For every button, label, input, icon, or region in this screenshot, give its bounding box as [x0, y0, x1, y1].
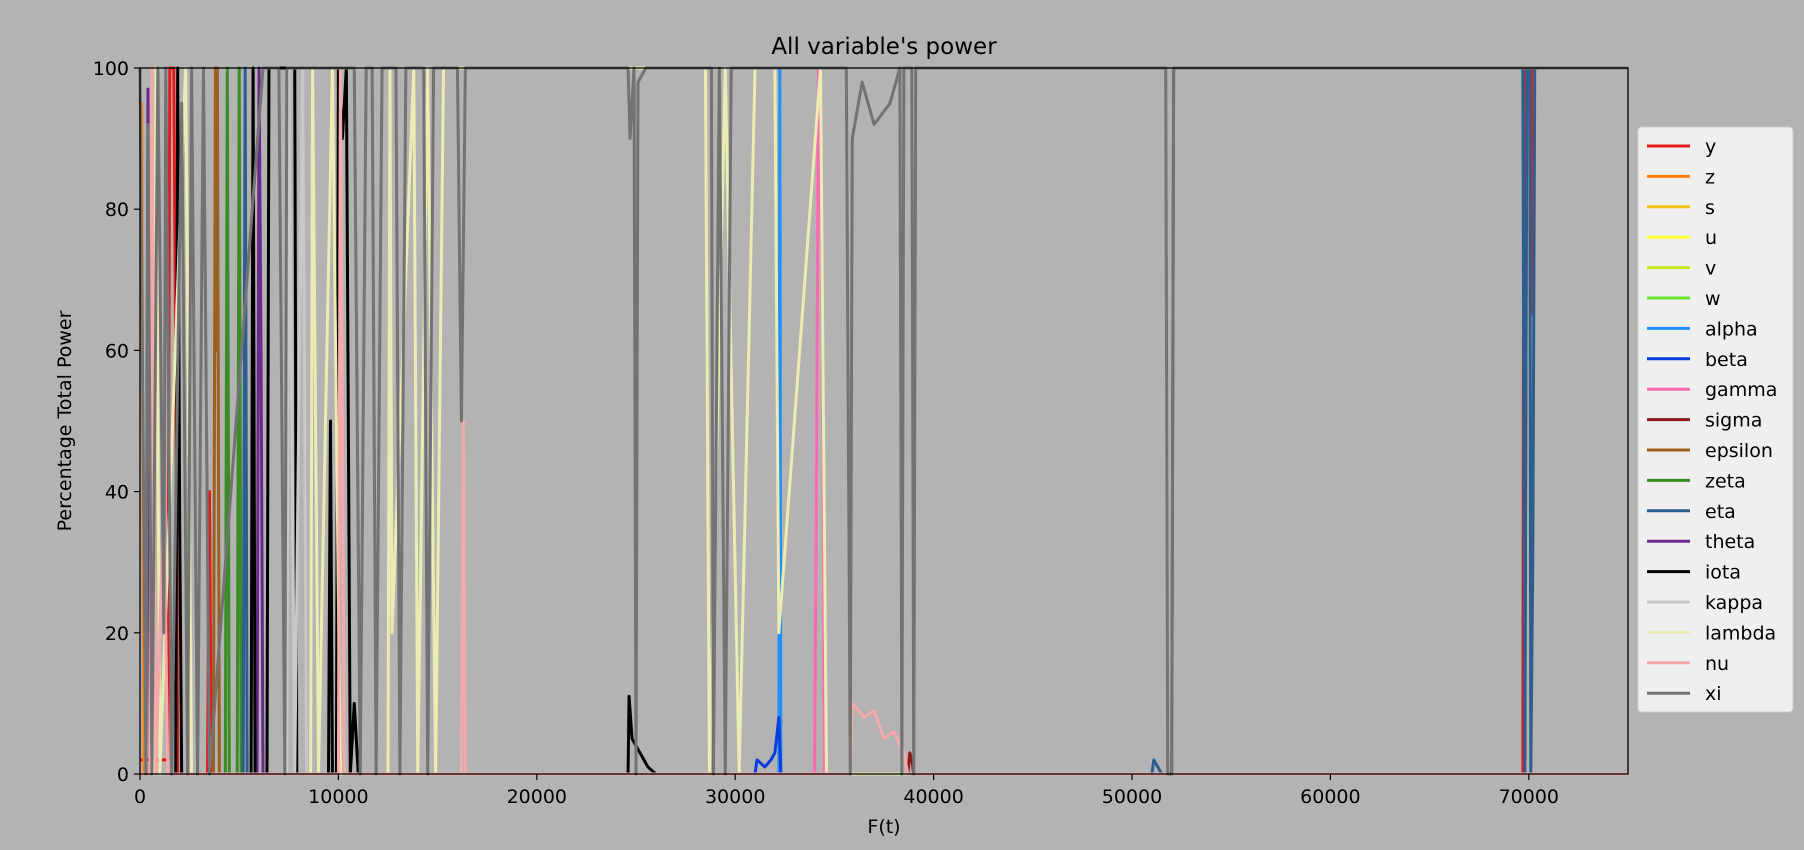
series-line-beta [140, 716, 1628, 776]
legend-label-xi: xi [1705, 683, 1722, 705]
x-tick-label: 50000 [1102, 786, 1162, 808]
legend-label-sigma: sigma [1705, 410, 1762, 432]
legend-label-nu: nu [1705, 653, 1729, 675]
y-tick-label: 80 [105, 199, 129, 221]
x-tick-label: 10000 [308, 786, 368, 808]
legend-label-u: u [1705, 227, 1717, 249]
y-tick-label: 0 [117, 764, 129, 786]
chart-title: All variable's power [771, 34, 997, 60]
legend-label-y: y [1705, 136, 1716, 158]
y-axis: 0 20 40 60 80 100 [93, 58, 140, 786]
y-tick-label: 60 [105, 340, 129, 362]
legend-box [1637, 126, 1794, 713]
legend-label-eta: eta [1705, 501, 1736, 523]
x-tick-label: 60000 [1300, 786, 1360, 808]
legend-label-zeta: zeta [1705, 470, 1746, 492]
plot-area [138, 66, 1629, 776]
x-axis: 0 10000 20000 30000 40000 50000 60000 70000 [134, 774, 1559, 808]
legend-label-s: s [1705, 197, 1715, 219]
legend-label-kappa: kappa [1705, 592, 1763, 614]
legend-label-alpha: alpha [1705, 318, 1758, 340]
legend-label-beta: beta [1705, 349, 1748, 371]
axes-frame [139, 67, 1629, 775]
y-tick-label: 40 [105, 482, 129, 504]
x-axis-label: F(t) [867, 816, 900, 838]
x-tick-label: 20000 [507, 786, 567, 808]
legend-label-w: w [1705, 288, 1721, 310]
legend-label-gamma: gamma [1705, 379, 1777, 401]
legend-label-lambda: lambda [1705, 622, 1776, 644]
x-tick-label: 30000 [705, 786, 765, 808]
x-tick-label: 0 [134, 786, 146, 808]
series-line-nu [140, 66, 1628, 776]
legend-label-iota: iota [1705, 562, 1741, 584]
x-tick-label: 40000 [903, 786, 963, 808]
x-tick-label: 70000 [1499, 786, 1559, 808]
y-tick-label: 20 [105, 623, 129, 645]
y-axis-label: Percentage Total Power [54, 310, 76, 531]
legend-label-v: v [1705, 258, 1716, 280]
legend-label-z: z [1705, 166, 1715, 188]
y-tick-label: 100 [93, 58, 129, 80]
legend-label-epsilon: epsilon [1705, 440, 1773, 462]
legend-label-theta: theta [1705, 531, 1755, 553]
